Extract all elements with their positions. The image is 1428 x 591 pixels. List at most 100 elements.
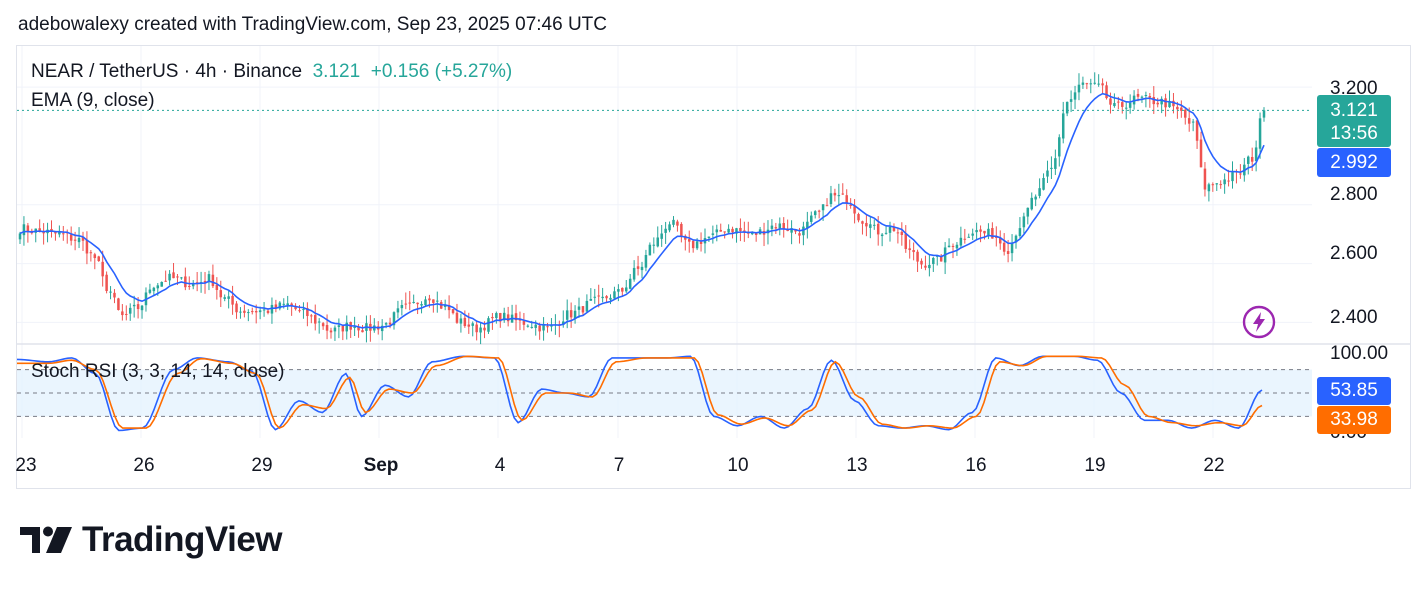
candle-body <box>1069 99 1073 102</box>
candle-body <box>597 295 600 297</box>
candle-body <box>876 223 880 235</box>
candle-body <box>1164 98 1167 108</box>
candle-body <box>617 289 620 292</box>
candle-body <box>589 298 593 301</box>
candle-body <box>1081 82 1085 85</box>
candle-body <box>723 231 726 233</box>
candle-body <box>314 315 317 324</box>
candle-body <box>1199 139 1203 168</box>
candle-body <box>105 274 108 292</box>
candle-body <box>1085 83 1089 85</box>
candle-body <box>1219 184 1222 186</box>
candle-body <box>93 254 97 259</box>
candle-body <box>459 318 463 324</box>
candle-body <box>475 324 478 333</box>
candle-body <box>672 219 675 225</box>
candle-body <box>562 321 565 325</box>
candle-body <box>85 239 89 254</box>
candle-body <box>880 234 884 237</box>
stoch-legend[interactable]: Stoch RSI (3, 3, 14, 14, close) <box>31 361 285 382</box>
candle-body <box>778 223 782 229</box>
candle-body <box>853 206 856 214</box>
candle-body <box>514 313 518 321</box>
candle-body <box>1207 184 1211 192</box>
candle-body <box>983 230 986 234</box>
candle-body <box>786 229 789 232</box>
candle-body <box>495 313 498 319</box>
candle-body <box>691 240 695 249</box>
candle-body <box>428 298 431 301</box>
candle-body <box>491 316 494 319</box>
candle-body <box>975 230 978 233</box>
candle-body <box>1172 100 1175 107</box>
price-change: +0.156 (+5.27%) <box>370 61 513 82</box>
candle-body <box>73 239 77 241</box>
ema-legend[interactable]: EMA (9, close) <box>31 90 155 111</box>
candle-body <box>298 310 301 312</box>
candle-body <box>1006 251 1010 254</box>
candle-body <box>601 296 604 299</box>
candle-body <box>573 310 577 319</box>
candle-body <box>798 233 801 236</box>
candle-body <box>656 237 659 247</box>
candle-body <box>861 221 864 224</box>
candle-body <box>101 261 104 277</box>
last-price-tag: 3.121 13:56 <box>1317 95 1391 147</box>
candle-body <box>939 256 943 262</box>
candle-body <box>262 309 266 311</box>
candle-body <box>266 310 270 313</box>
candle-body <box>1089 83 1093 85</box>
candle-body <box>392 312 396 326</box>
candle-body <box>754 232 758 235</box>
candle-body <box>184 276 187 288</box>
candle-body <box>227 296 230 299</box>
candle-body <box>810 215 813 222</box>
candle-body <box>813 211 817 216</box>
candle-body <box>62 233 65 235</box>
candle-body <box>1042 177 1045 190</box>
candle-body <box>117 298 120 310</box>
candle-body <box>1010 243 1014 254</box>
candle-body <box>1128 102 1132 108</box>
candle-body <box>628 278 632 289</box>
candle-body <box>404 303 408 305</box>
candle-body <box>971 233 974 236</box>
candle-body <box>664 228 667 233</box>
stoch-band-fill <box>17 369 1312 417</box>
candle-body <box>81 236 85 241</box>
candle-body <box>436 300 439 302</box>
price-label-2400: 2.400 <box>1330 307 1378 328</box>
candle-body <box>408 302 411 304</box>
time-label-4: 4 <box>494 455 506 476</box>
time-label-16: 16 <box>965 455 987 476</box>
candle-body <box>892 226 896 231</box>
candle-body <box>1030 197 1033 210</box>
candle-body <box>1191 121 1195 123</box>
candle-body <box>896 232 900 234</box>
candle-body <box>136 304 140 310</box>
candle-body <box>998 237 1002 244</box>
candle-body <box>829 193 833 205</box>
candle-body <box>1144 95 1148 97</box>
attribution: adebowalexy created with TradingView.com… <box>18 14 607 35</box>
candle-body <box>652 244 656 246</box>
symbol-legend[interactable]: NEAR / TetherUS · 4h · Binance 3.121 +0.… <box>31 61 512 83</box>
candle-body <box>337 325 341 327</box>
candle-body <box>54 231 57 234</box>
price-label-2800: 2.800 <box>1330 184 1378 205</box>
candle-body <box>719 229 722 232</box>
candle-body <box>924 265 927 268</box>
tradingview-logo[interactable]: TradingView <box>20 520 283 560</box>
time-label-23: 23 <box>15 455 37 476</box>
lightning-bolt-icon[interactable] <box>1242 305 1276 339</box>
candle-body <box>302 309 305 311</box>
candle-body <box>869 224 872 228</box>
last-price: 3.121 <box>312 61 361 82</box>
candle-body <box>581 306 585 313</box>
candle-body <box>1038 188 1041 196</box>
candle-body <box>991 228 994 239</box>
candle-body <box>621 287 624 292</box>
candle-body <box>1184 109 1187 118</box>
candle-body <box>1215 183 1219 185</box>
